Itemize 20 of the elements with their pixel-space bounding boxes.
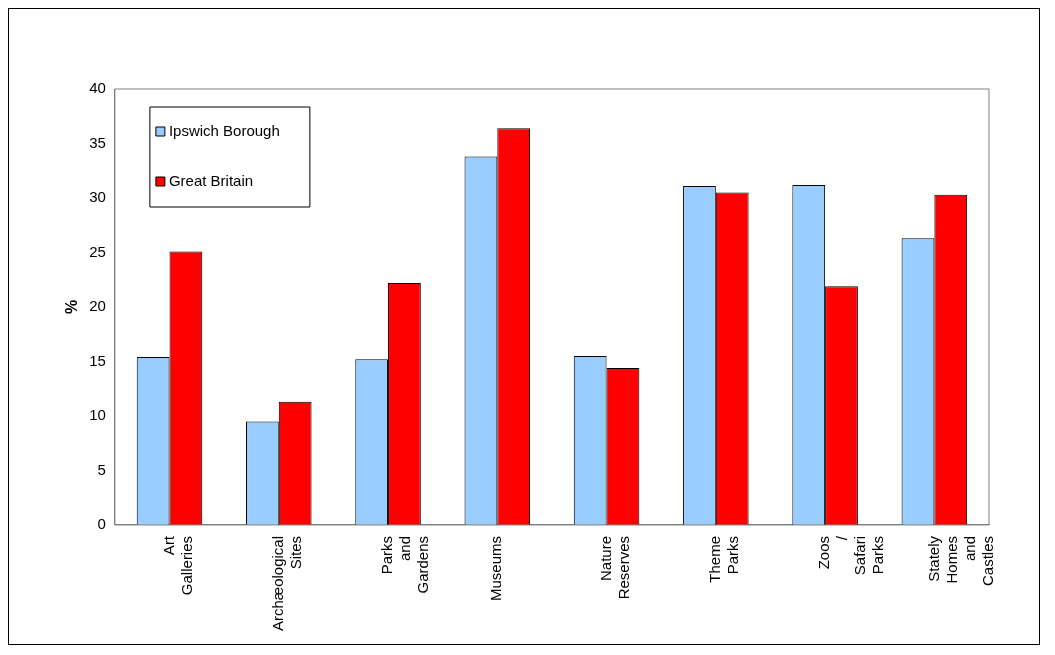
y-tick-label: 0 xyxy=(97,515,106,533)
legend-label: Great Britain xyxy=(168,172,254,190)
y-tick-label: 40 xyxy=(89,79,106,97)
x-tick-label: Art Galleries xyxy=(159,535,195,596)
y-tick-label: 25 xyxy=(89,242,106,260)
x-tick-label: Theme Parks xyxy=(705,535,741,583)
y-tick-label: 10 xyxy=(89,406,106,424)
x-tick-label: Archæological Sites xyxy=(268,535,304,631)
legend-label: Ipswich Borough xyxy=(168,122,280,140)
x-tick-label: Zoos / Safari Parks xyxy=(815,535,887,576)
x-tick-label: Museums xyxy=(487,535,505,601)
y-tick-label: 30 xyxy=(89,188,106,206)
y-axis-title: % xyxy=(63,299,81,315)
x-tick-label: Stately Homes and Castles xyxy=(924,535,996,586)
y-tick-label: 35 xyxy=(89,133,106,151)
x-tick-label: Parks and Gardens xyxy=(378,535,432,594)
y-tick-label: 5 xyxy=(97,460,106,478)
y-tick-label: 20 xyxy=(89,297,106,315)
y-tick-label: 15 xyxy=(89,351,106,369)
x-tick-label: Nature Reserves xyxy=(596,535,632,600)
